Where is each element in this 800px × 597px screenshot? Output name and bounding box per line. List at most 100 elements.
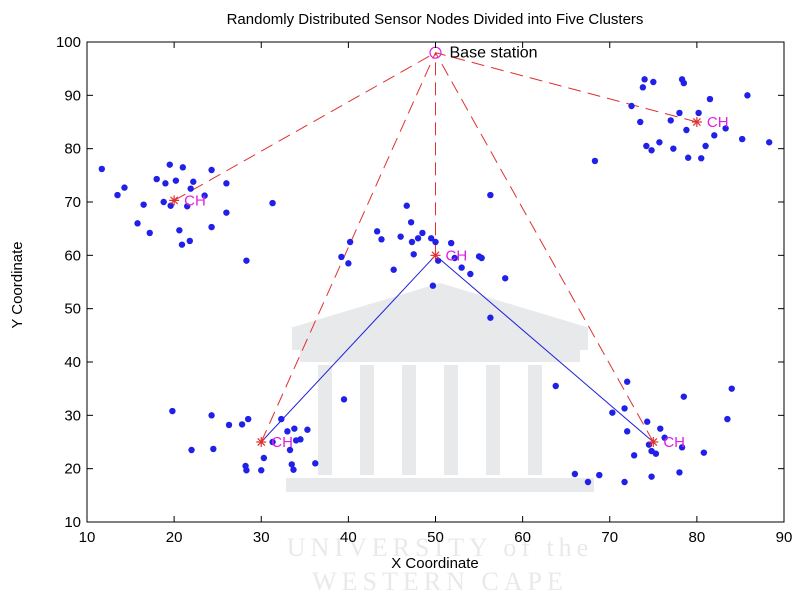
x-tick-label: 20 [166, 529, 183, 546]
sensor-node-point [657, 425, 664, 432]
sensor-node-point [478, 254, 485, 262]
sensor-node-point [153, 175, 160, 183]
sensor-node-point [345, 260, 352, 267]
sensor-node-point [639, 84, 647, 91]
sensor-node-point [643, 142, 650, 150]
sensor-node-point [676, 469, 683, 476]
x-tick-label: 80 [689, 529, 706, 546]
sensor-node-point [722, 125, 729, 132]
ch-to-base-station-line [435, 52, 698, 123]
sensor-node-point [260, 454, 268, 462]
cluster-head-marker [431, 251, 440, 260]
sensor-node-point [630, 452, 638, 459]
sensor-node-point [408, 238, 416, 246]
sensor-node-point [621, 405, 628, 412]
sensor-node-point [648, 473, 655, 480]
sensor-node-point [427, 235, 435, 242]
sensor-node-point [487, 314, 494, 321]
sensor-node-point [661, 434, 668, 441]
sensor-node-point [678, 76, 686, 83]
ch-to-base-station-line [173, 52, 436, 201]
sensor-node-point [183, 203, 191, 210]
x-tick-label: 70 [601, 529, 618, 546]
watermark-line-2: WESTERN CAPE [312, 567, 568, 596]
sensor-node-point [201, 192, 208, 199]
cluster-head-marker [692, 117, 701, 127]
watermark-column [360, 365, 374, 475]
cluster-head-label: CH [184, 192, 206, 209]
sensor-node-point [187, 185, 194, 192]
sensor-node-point [738, 135, 746, 143]
sensor-node-point [656, 139, 663, 146]
sensor-node-point [188, 446, 195, 454]
watermark-base [286, 478, 594, 492]
sensor-node-point [467, 270, 474, 278]
sensor-node-point [390, 266, 397, 273]
sensor-node-point [186, 237, 194, 245]
sensor-node-point [208, 166, 215, 174]
sensor-node-point [447, 239, 455, 247]
sensor-node-point [178, 241, 186, 248]
sensor-node-point [140, 201, 147, 208]
sensor-node-point [648, 147, 655, 154]
sensor-node-point [373, 228, 381, 235]
sensor-node-point [609, 409, 616, 416]
sensor-node-point [652, 450, 660, 457]
ch-to-base-station-line [435, 52, 654, 443]
sensor-node-point [596, 471, 603, 479]
sensor-node-point [114, 191, 121, 199]
sensor-node-point [700, 449, 708, 456]
sensor-node-point [166, 161, 173, 168]
sensor-node-point [695, 109, 702, 117]
sensor-node-point [243, 467, 250, 474]
cluster-heads: CH CH CH CH CH [169, 114, 729, 451]
sensor-node-point [238, 421, 246, 428]
cluster-head-label: CH [271, 434, 293, 451]
sensor-node-point [644, 418, 651, 425]
sensor-node-point [487, 191, 494, 199]
sensor-node-point [641, 76, 648, 83]
sensor-node-point [290, 466, 297, 473]
sensor-node-point [223, 180, 230, 187]
cluster-head-marker [257, 437, 266, 447]
sensor-node-point [269, 438, 276, 446]
connection-lines [173, 52, 698, 443]
sensor-node-point [429, 282, 437, 289]
university-watermark: UNIVERSITY of the WESTERN CAPE [286, 283, 594, 596]
sensor-node-point [434, 257, 442, 264]
sensor-node-point [297, 436, 304, 443]
watermark-entablature [292, 328, 588, 350]
y-tick-label: 100 [56, 34, 81, 51]
sensor-node-point [432, 238, 439, 246]
x-tick-label: 40 [340, 529, 357, 546]
sensor-node-point [98, 165, 106, 173]
sensor-node-point [208, 412, 215, 419]
inter-cluster-head-line [260, 254, 436, 443]
sensor-node-point [304, 426, 311, 433]
x-tick-label: 50 [427, 529, 444, 546]
sensor-node-point [121, 184, 128, 191]
y-tick-label: 90 [64, 87, 81, 104]
sensor-node-point [208, 223, 215, 231]
sensor-node-point [378, 236, 385, 243]
watermark-line-1: UNIVERSITY of the [287, 533, 593, 562]
y-tick-label: 40 [64, 354, 81, 371]
sensor-node-point [179, 164, 187, 171]
sensor-node-point [451, 254, 458, 262]
sensor-node-point [552, 382, 559, 390]
sensor-node-point [571, 470, 579, 478]
sensor-node-point [258, 467, 265, 474]
sensor-node-point [684, 154, 692, 161]
ch-to-base-station-line [260, 52, 436, 443]
sensor-node-point [346, 238, 354, 246]
sensor-node-point [278, 415, 285, 423]
sensor-node-point [698, 155, 705, 162]
sensor-node-point [407, 219, 415, 226]
y-tick-label: 60 [64, 247, 81, 264]
sensor-node-point [702, 142, 709, 150]
x-axis-label: X Coordinate [391, 555, 479, 572]
sensor-node-point [711, 132, 718, 139]
sensor-node-point [414, 235, 422, 242]
sensor-node-point [683, 126, 690, 134]
sensor-node-point [288, 461, 295, 468]
